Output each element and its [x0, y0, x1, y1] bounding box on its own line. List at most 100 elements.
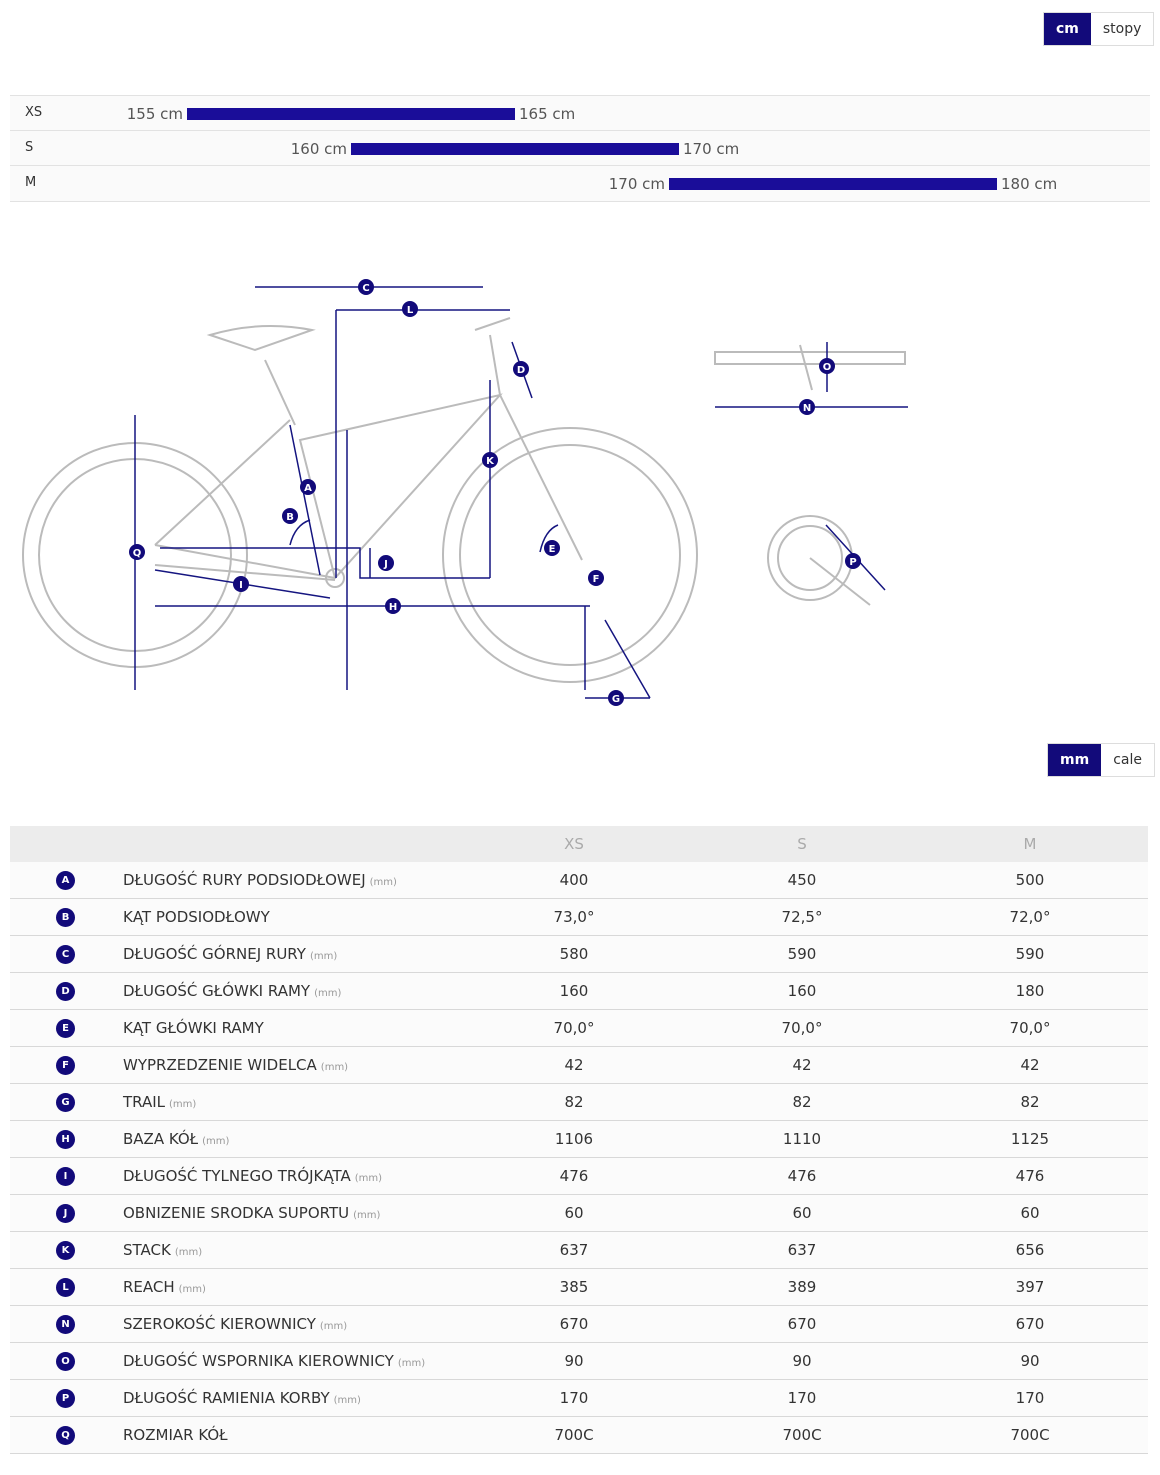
row-letter: A — [56, 871, 75, 890]
row-unit: (mm) — [178, 1284, 206, 1295]
row-letter: J — [56, 1204, 75, 1223]
size-name: S — [25, 140, 34, 155]
row-label: DŁUGOŚĆ RURY PODSIODŁOWEJ — [123, 871, 366, 889]
table-row: H BAZA KÓŁ (mm) 1106 1110 1125 — [10, 1121, 1148, 1158]
row-label: KĄT GŁÓWKI RAMY — [123, 1019, 264, 1037]
height-to: 180 cm — [1001, 175, 1058, 193]
row-label: DŁUGOŚĆ TYLNEGO TRÓJKĄTA — [123, 1167, 351, 1185]
row-name: DŁUGOŚĆ RAMIENIA KORBY (mm) — [123, 1389, 361, 1407]
column-header: M — [1023, 835, 1037, 853]
diagram-letter: O — [823, 362, 832, 373]
table-row: P DŁUGOŚĆ RAMIENIA KORBY (mm) 170 170 170 — [10, 1380, 1148, 1417]
size-row: S 160 cm 170 cm — [10, 130, 1150, 166]
row-name: STACK (mm) — [123, 1241, 202, 1259]
row-name: DŁUGOŚĆ TYLNEGO TRÓJKĄTA (mm) — [123, 1167, 382, 1185]
diagram-letter: B — [286, 512, 294, 523]
cell-value: 1110 — [782, 1130, 822, 1148]
row-unit: (mm) — [174, 1247, 203, 1258]
cell-value: 389 — [787, 1278, 817, 1296]
diagram-letter: J — [383, 559, 388, 570]
table-row: K STACK (mm) 637 637 656 — [10, 1232, 1148, 1269]
unit-option[interactable]: cm — [1044, 13, 1091, 45]
row-unit: (mm) — [354, 1173, 383, 1184]
row-letter: I — [56, 1167, 75, 1186]
row-unit: (mm) — [202, 1136, 230, 1147]
row-unit: (mm) — [397, 1358, 426, 1369]
row-unit: (mm) — [309, 951, 338, 962]
row-letter: E — [56, 1019, 75, 1038]
diagram-letter: C — [362, 283, 369, 294]
cell-value: 42 — [1020, 1056, 1040, 1074]
table-row: G TRAIL (mm) 82 82 82 — [10, 1084, 1148, 1121]
cell-value: 500 — [1015, 871, 1045, 889]
table-row: A DŁUGOŚĆ RURY PODSIODŁOWEJ (mm) 400 450 500 — [10, 862, 1148, 899]
row-letter: B — [56, 908, 75, 927]
cell-value: 60 — [792, 1204, 812, 1222]
table-row: O DŁUGOŚĆ WSPORNIKA KIEROWNICY (mm) 90 90 90 — [10, 1343, 1148, 1380]
cell-value: 160 — [559, 982, 589, 1000]
row-letter: Q — [56, 1426, 75, 1445]
row-label: WYPRZEDZENIE WIDELCA — [123, 1056, 317, 1074]
size-unit-toggle[interactable]: cm stopy — [1043, 12, 1155, 46]
diagram-letter: N — [803, 403, 811, 414]
cell-value: 70,0° — [553, 1019, 595, 1037]
cell-value: 700C — [782, 1426, 822, 1444]
row-name: OBNIZENIE SRODKA SUPORTU (mm) — [123, 1204, 380, 1222]
row-label: TRAIL — [123, 1093, 166, 1111]
cell-value: 180 — [1015, 982, 1045, 1000]
geometry-unit-toggle[interactable]: mm cale — [1047, 743, 1155, 777]
row-letter: N — [56, 1315, 75, 1334]
row-name: SZEROKOŚĆ KIEROWNICY (mm) — [123, 1315, 347, 1333]
unit-option[interactable]: mm — [1048, 744, 1102, 776]
row-label: STACK — [123, 1241, 171, 1259]
cell-value: 476 — [1015, 1167, 1045, 1185]
cell-value: 670 — [787, 1315, 817, 1333]
unit-option[interactable]: stopy — [1102, 21, 1142, 37]
size-name: M — [25, 175, 37, 190]
diagram-letter: D — [517, 365, 525, 376]
row-letter: F — [56, 1056, 75, 1075]
table-row: J OBNIZENIE SRODKA SUPORTU (mm) 60 60 60 — [10, 1195, 1148, 1232]
cell-value: 72,5° — [781, 908, 823, 926]
table-row: I DŁUGOŚĆ TYLNEGO TRÓJKĄTA (mm) 476 476 476 — [10, 1158, 1148, 1195]
bike-diagram: A B C D E F G H I J K L N O P Q — [22, 279, 908, 706]
row-name: KĄT GŁÓWKI RAMY — [123, 1019, 264, 1037]
cell-value: 170 — [787, 1389, 817, 1407]
cell-value: 60 — [1020, 1204, 1040, 1222]
height-from: 160 cm — [290, 140, 347, 158]
row-label: SZEROKOŚĆ KIEROWNICY — [123, 1315, 316, 1333]
diagram-letter: I — [239, 580, 243, 591]
row-unit: (mm) — [353, 1210, 381, 1221]
height-from: 170 cm — [608, 175, 665, 193]
cell-value: 160 — [787, 982, 817, 1000]
diagram-marker — [845, 553, 861, 569]
diagram-marker — [544, 540, 560, 556]
size-name: XS — [25, 105, 43, 120]
diagram-marker — [588, 570, 604, 586]
cell-value: 700C — [1010, 1426, 1050, 1444]
row-letter: D — [56, 982, 75, 1001]
diagram-marker — [799, 399, 815, 415]
cell-value: 70,0° — [781, 1019, 823, 1037]
diagram-marker — [378, 555, 394, 571]
diagram-marker — [282, 508, 298, 524]
unit-option[interactable]: cale — [1113, 752, 1142, 768]
cell-value: 637 — [787, 1241, 817, 1259]
row-unit: (mm) — [320, 1062, 349, 1073]
cell-value: 170 — [1015, 1389, 1045, 1407]
row-letter: H — [56, 1130, 75, 1149]
cell-value: 700C — [554, 1426, 594, 1444]
diagram-marker — [129, 544, 145, 560]
row-name: TRAIL (mm) — [123, 1093, 196, 1111]
table-row: C DŁUGOŚĆ GÓRNEJ RURY (mm) 580 590 590 — [10, 936, 1148, 973]
cell-value: 450 — [787, 871, 817, 889]
size-row: M 170 cm 180 cm — [10, 165, 1150, 202]
diagram-letter: Q — [133, 548, 142, 559]
row-name: DŁUGOŚĆ GŁÓWKI RAMY (mm) — [123, 982, 341, 1000]
row-name: WYPRZEDZENIE WIDELCA (mm) — [123, 1056, 348, 1074]
cell-value: 82 — [564, 1093, 584, 1111]
diagram-marker — [358, 279, 374, 295]
diagram-letter: F — [593, 574, 600, 585]
row-unit: (mm) — [319, 1321, 348, 1332]
